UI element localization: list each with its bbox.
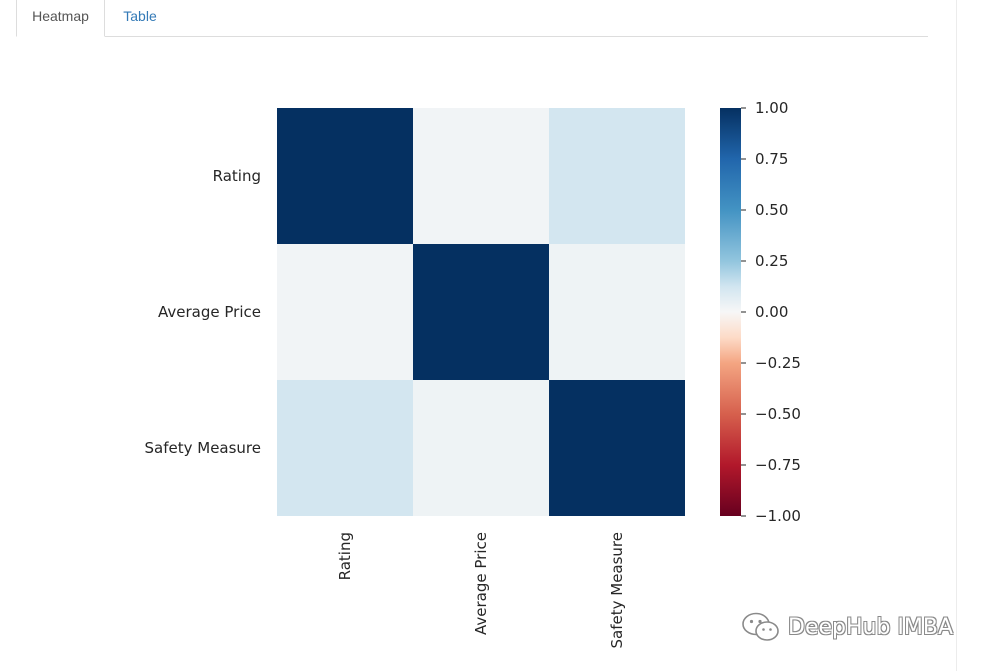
column-label: Safety Measure <box>608 532 626 649</box>
heatmap-cell <box>549 380 685 516</box>
colorbar-tick-label: −1.00 <box>755 507 801 525</box>
wechat-icon <box>742 612 779 641</box>
watermark: DeepHub IMBA <box>740 610 956 644</box>
heatmap-cell <box>413 380 549 516</box>
row-label: Average Price <box>158 303 261 321</box>
row-label: Safety Measure <box>145 439 262 457</box>
panel-divider <box>956 0 957 671</box>
tab-table[interactable]: Table <box>123 8 157 24</box>
tab-bar: Heatmap Table <box>16 0 928 37</box>
colorbar-tick-label: −0.25 <box>755 354 801 372</box>
colorbar-tick-label: −0.50 <box>755 405 801 423</box>
column-label: Average Price <box>472 532 490 635</box>
heatmap-cell <box>413 244 549 380</box>
colorbar-tick-label: −0.75 <box>755 456 801 474</box>
watermark-text: DeepHub IMBA <box>788 614 954 640</box>
column-label: Rating <box>336 532 354 580</box>
colorbar-tick-label: 1.00 <box>755 99 788 117</box>
heatmap-cells <box>277 108 685 516</box>
heatmap-cell <box>277 244 413 380</box>
heatmap-cell <box>277 380 413 516</box>
column-labels: Rating Average Price Safety Measure <box>336 532 626 649</box>
colorbar-tick-label: 0.75 <box>755 150 788 168</box>
colorbar-tick-label: 0.50 <box>755 201 788 219</box>
colorbar <box>720 108 741 516</box>
colorbar-tick-label: 0.00 <box>755 303 788 321</box>
row-labels: Rating Average Price Safety Measure <box>145 167 262 457</box>
heatmap-cell <box>549 108 685 244</box>
heatmap-cell <box>549 244 685 380</box>
heatmap-cell <box>277 108 413 244</box>
colorbar-tick-label: 0.25 <box>755 252 788 270</box>
colorbar-ticks: 1.00 0.75 0.50 0.25 0.00 −0.25 −0.50 −0.75 −1.00 <box>741 99 801 525</box>
tab-heatmap[interactable]: Heatmap <box>16 0 105 37</box>
row-label: Rating <box>213 167 261 185</box>
heatmap-cell <box>413 108 549 244</box>
